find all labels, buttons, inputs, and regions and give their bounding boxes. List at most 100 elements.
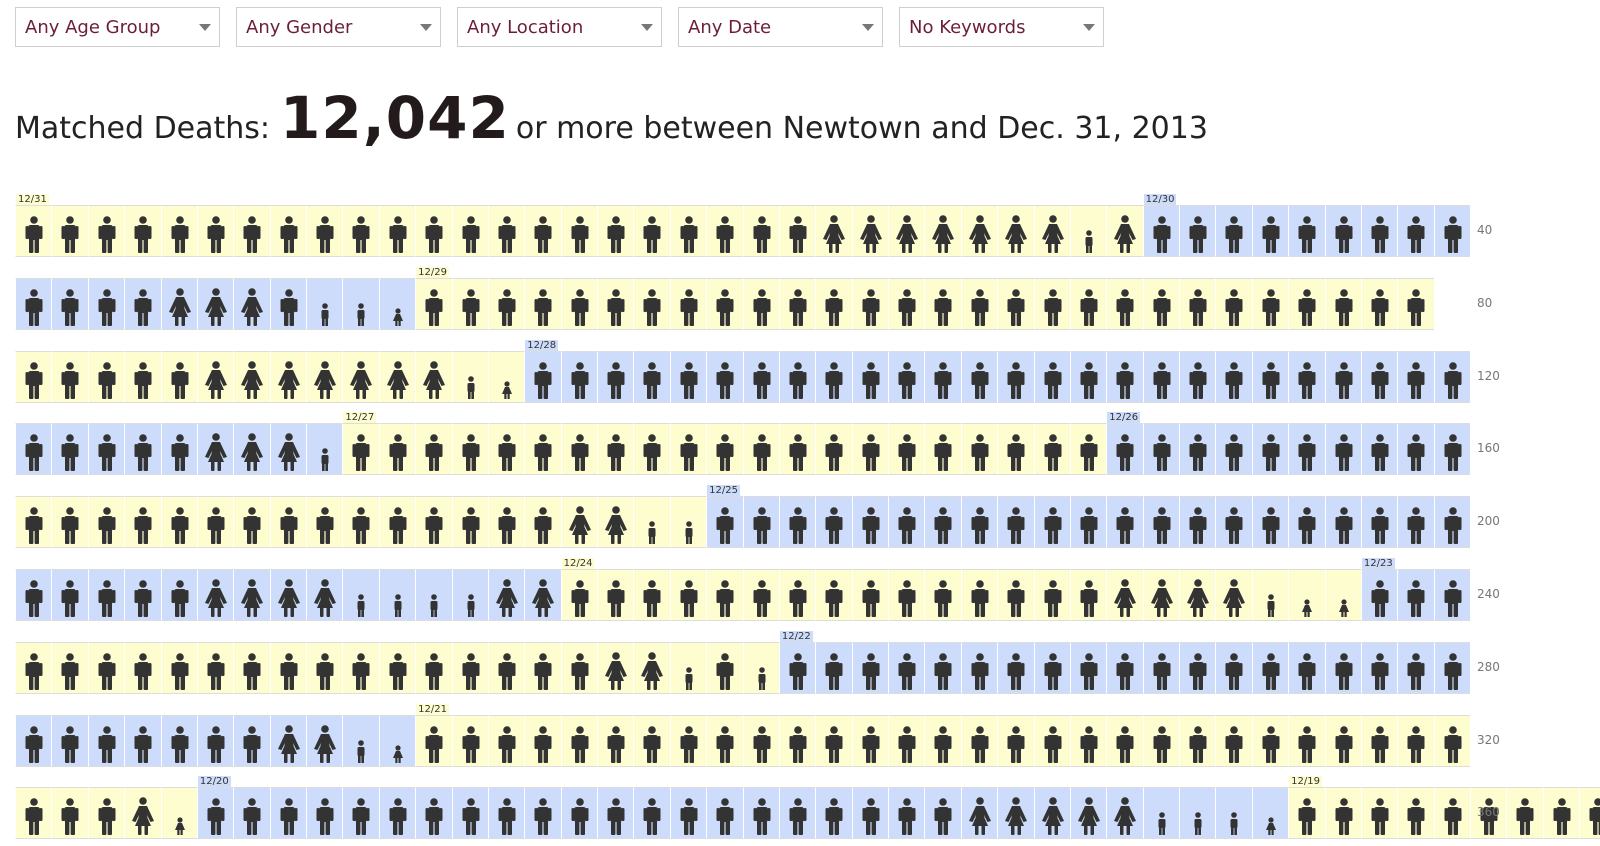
adult-female-icon[interactable] bbox=[233, 277, 270, 330]
adult-male-icon[interactable] bbox=[1288, 423, 1325, 476]
adult-male-icon[interactable] bbox=[1069, 714, 1107, 767]
filter-dropdown-any-location[interactable]: Any Location bbox=[457, 7, 662, 47]
adult-male-icon[interactable] bbox=[742, 423, 779, 476]
adult-male-icon[interactable] bbox=[997, 350, 1034, 403]
adult-female-icon[interactable] bbox=[196, 350, 234, 403]
adult-male-icon[interactable] bbox=[415, 423, 452, 476]
adult-male-icon[interactable] bbox=[669, 569, 707, 621]
adult-male-icon[interactable] bbox=[1106, 423, 1143, 476]
adult-male-icon[interactable] bbox=[888, 277, 925, 330]
adult-male-icon[interactable] bbox=[1106, 350, 1143, 403]
adult-male-icon[interactable] bbox=[742, 277, 779, 330]
adult-female-icon[interactable] bbox=[924, 205, 961, 257]
adult-male-icon[interactable] bbox=[1324, 350, 1361, 403]
adult-male-icon[interactable] bbox=[15, 277, 52, 330]
adult-male-icon[interactable] bbox=[560, 423, 597, 476]
adult-male-icon[interactable] bbox=[1215, 423, 1252, 476]
adult-male-icon[interactable] bbox=[1251, 714, 1289, 767]
adult-male-icon[interactable] bbox=[1579, 787, 1600, 840]
teen-icon[interactable] bbox=[342, 714, 379, 767]
adult-male-icon[interactable] bbox=[1288, 350, 1325, 403]
adult-male-icon[interactable] bbox=[1215, 350, 1252, 403]
adult-male-icon[interactable] bbox=[778, 350, 816, 403]
teen-icon[interactable] bbox=[1179, 787, 1216, 840]
adult-female-icon[interactable] bbox=[851, 205, 888, 257]
filter-dropdown-any-date[interactable]: Any Date bbox=[678, 7, 883, 47]
adult-male-icon[interactable] bbox=[1142, 714, 1179, 767]
adult-male-icon[interactable] bbox=[1360, 205, 1398, 257]
adult-male-icon[interactable] bbox=[815, 496, 852, 549]
adult-male-icon[interactable] bbox=[1215, 496, 1252, 549]
adult-male-icon[interactable] bbox=[888, 496, 925, 549]
adult-male-icon[interactable] bbox=[196, 205, 234, 257]
adult-male-icon[interactable] bbox=[597, 714, 634, 767]
adult-male-icon[interactable] bbox=[815, 569, 852, 621]
adult-male-icon[interactable] bbox=[560, 277, 597, 330]
adult-male-icon[interactable] bbox=[888, 423, 925, 476]
adult-male-icon[interactable] bbox=[378, 641, 416, 694]
adult-female-icon[interactable] bbox=[997, 787, 1034, 840]
adult-male-icon[interactable] bbox=[342, 496, 379, 549]
adult-male-icon[interactable] bbox=[742, 714, 779, 767]
adult-female-icon[interactable] bbox=[306, 350, 343, 403]
child-icon[interactable] bbox=[378, 277, 416, 330]
adult-male-icon[interactable] bbox=[51, 277, 88, 330]
adult-male-icon[interactable] bbox=[15, 350, 52, 403]
adult-male-icon[interactable] bbox=[1433, 350, 1470, 403]
adult-male-icon[interactable] bbox=[124, 205, 161, 257]
adult-male-icon[interactable] bbox=[669, 277, 707, 330]
adult-male-icon[interactable] bbox=[1142, 496, 1179, 549]
teen-icon[interactable] bbox=[669, 496, 707, 549]
adult-male-icon[interactable] bbox=[269, 205, 306, 257]
adult-male-icon[interactable] bbox=[51, 423, 88, 476]
adult-male-icon[interactable] bbox=[997, 569, 1034, 621]
adult-female-icon[interactable] bbox=[487, 569, 525, 621]
adult-male-icon[interactable] bbox=[1106, 277, 1143, 330]
adult-male-icon[interactable] bbox=[306, 205, 343, 257]
adult-female-icon[interactable] bbox=[342, 350, 379, 403]
adult-male-icon[interactable] bbox=[1397, 277, 1434, 330]
adult-male-icon[interactable] bbox=[1397, 496, 1434, 549]
adult-male-icon[interactable] bbox=[888, 350, 925, 403]
adult-male-icon[interactable] bbox=[960, 714, 998, 767]
adult-male-icon[interactable] bbox=[669, 205, 707, 257]
adult-female-icon[interactable] bbox=[306, 569, 343, 621]
adult-male-icon[interactable] bbox=[124, 423, 161, 476]
child-icon[interactable] bbox=[487, 350, 525, 403]
adult-male-icon[interactable] bbox=[487, 423, 525, 476]
adult-male-icon[interactable] bbox=[378, 423, 416, 476]
adult-male-icon[interactable] bbox=[1397, 350, 1434, 403]
adult-male-icon[interactable] bbox=[233, 496, 270, 549]
adult-male-icon[interactable] bbox=[1069, 641, 1107, 694]
adult-male-icon[interactable] bbox=[487, 641, 525, 694]
adult-male-icon[interactable] bbox=[997, 714, 1034, 767]
adult-male-icon[interactable] bbox=[160, 496, 197, 549]
adult-female-icon[interactable] bbox=[1069, 787, 1107, 840]
adult-male-icon[interactable] bbox=[160, 205, 197, 257]
adult-male-icon[interactable] bbox=[1033, 350, 1070, 403]
adult-male-icon[interactable] bbox=[124, 277, 161, 330]
adult-male-icon[interactable] bbox=[633, 787, 670, 840]
adult-female-icon[interactable] bbox=[124, 787, 161, 840]
adult-female-icon[interactable] bbox=[1106, 569, 1143, 621]
adult-male-icon[interactable] bbox=[15, 569, 52, 621]
adult-male-icon[interactable] bbox=[1179, 496, 1216, 549]
adult-male-icon[interactable] bbox=[451, 714, 488, 767]
adult-male-icon[interactable] bbox=[1179, 277, 1216, 330]
adult-female-icon[interactable] bbox=[597, 496, 634, 549]
adult-male-icon[interactable] bbox=[706, 714, 743, 767]
adult-male-icon[interactable] bbox=[487, 714, 525, 767]
adult-female-icon[interactable] bbox=[378, 350, 416, 403]
adult-female-icon[interactable] bbox=[1142, 569, 1179, 621]
adult-male-icon[interactable] bbox=[1251, 350, 1289, 403]
adult-male-icon[interactable] bbox=[1106, 641, 1143, 694]
adult-male-icon[interactable] bbox=[451, 641, 488, 694]
adult-male-icon[interactable] bbox=[124, 714, 161, 767]
adult-male-icon[interactable] bbox=[888, 569, 925, 621]
adult-male-icon[interactable] bbox=[415, 205, 452, 257]
adult-male-icon[interactable] bbox=[1179, 714, 1216, 767]
adult-male-icon[interactable] bbox=[524, 496, 561, 549]
adult-male-icon[interactable] bbox=[87, 496, 125, 549]
adult-male-icon[interactable] bbox=[960, 569, 998, 621]
adult-male-icon[interactable] bbox=[1433, 423, 1470, 476]
